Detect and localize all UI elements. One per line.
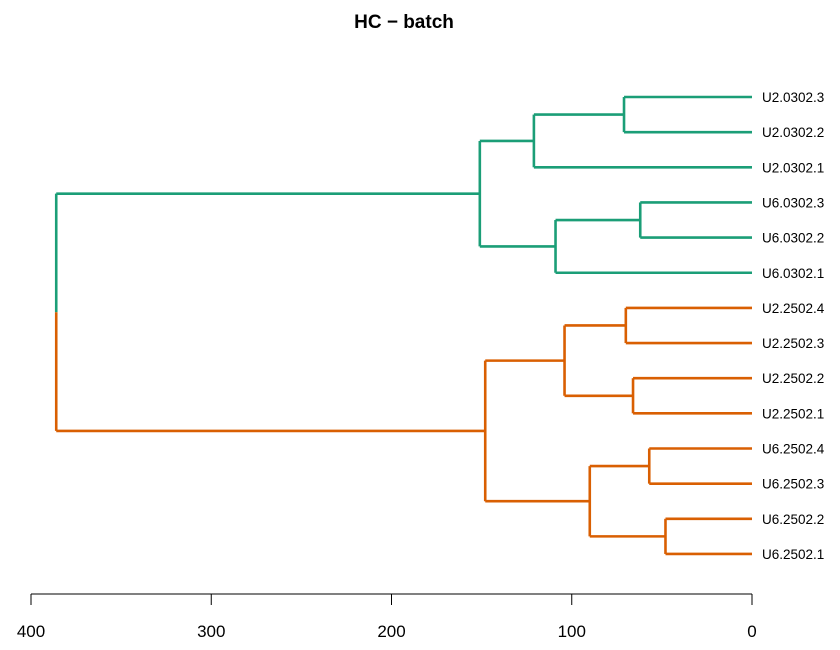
leaf-label: U2.0302.2	[762, 125, 824, 140]
leaf-label: U6.2502.4	[762, 442, 825, 457]
leaf-labels: U2.0302.3 U2.0302.2 U2.0302.1 U6.0302.3 U6.0…	[762, 90, 825, 562]
leaf-label: U2.2502.3	[762, 336, 824, 351]
leaf-label: U6.0302.3	[762, 195, 824, 210]
leaf-label: U6.0302.2	[762, 231, 824, 246]
dendrogram-branches	[54, 95, 752, 556]
leaf-label: U2.2502.1	[762, 406, 824, 421]
leaf-label: U2.0302.3	[762, 90, 824, 105]
leaf-label: U2.2502.2	[762, 371, 824, 386]
leaf-label: U6.2502.1	[762, 547, 824, 562]
leaf-label: U6.0302.1	[762, 266, 824, 281]
leaf-label: U2.0302.1	[762, 160, 824, 175]
leaf-label: U6.2502.2	[762, 512, 824, 527]
leaf-label: U2.2502.4	[762, 301, 825, 316]
x-axis: 400 300 200 100 0	[17, 593, 757, 641]
x-tick-label: 100	[558, 622, 586, 641]
leaf-label: U6.2502.3	[762, 477, 824, 492]
x-tick-label: 200	[377, 622, 405, 641]
x-tick-label: 0	[747, 622, 756, 641]
chart-title: HC − batch	[354, 12, 454, 33]
x-tick-label: 400	[17, 622, 45, 641]
x-tick-label: 300	[197, 622, 225, 641]
